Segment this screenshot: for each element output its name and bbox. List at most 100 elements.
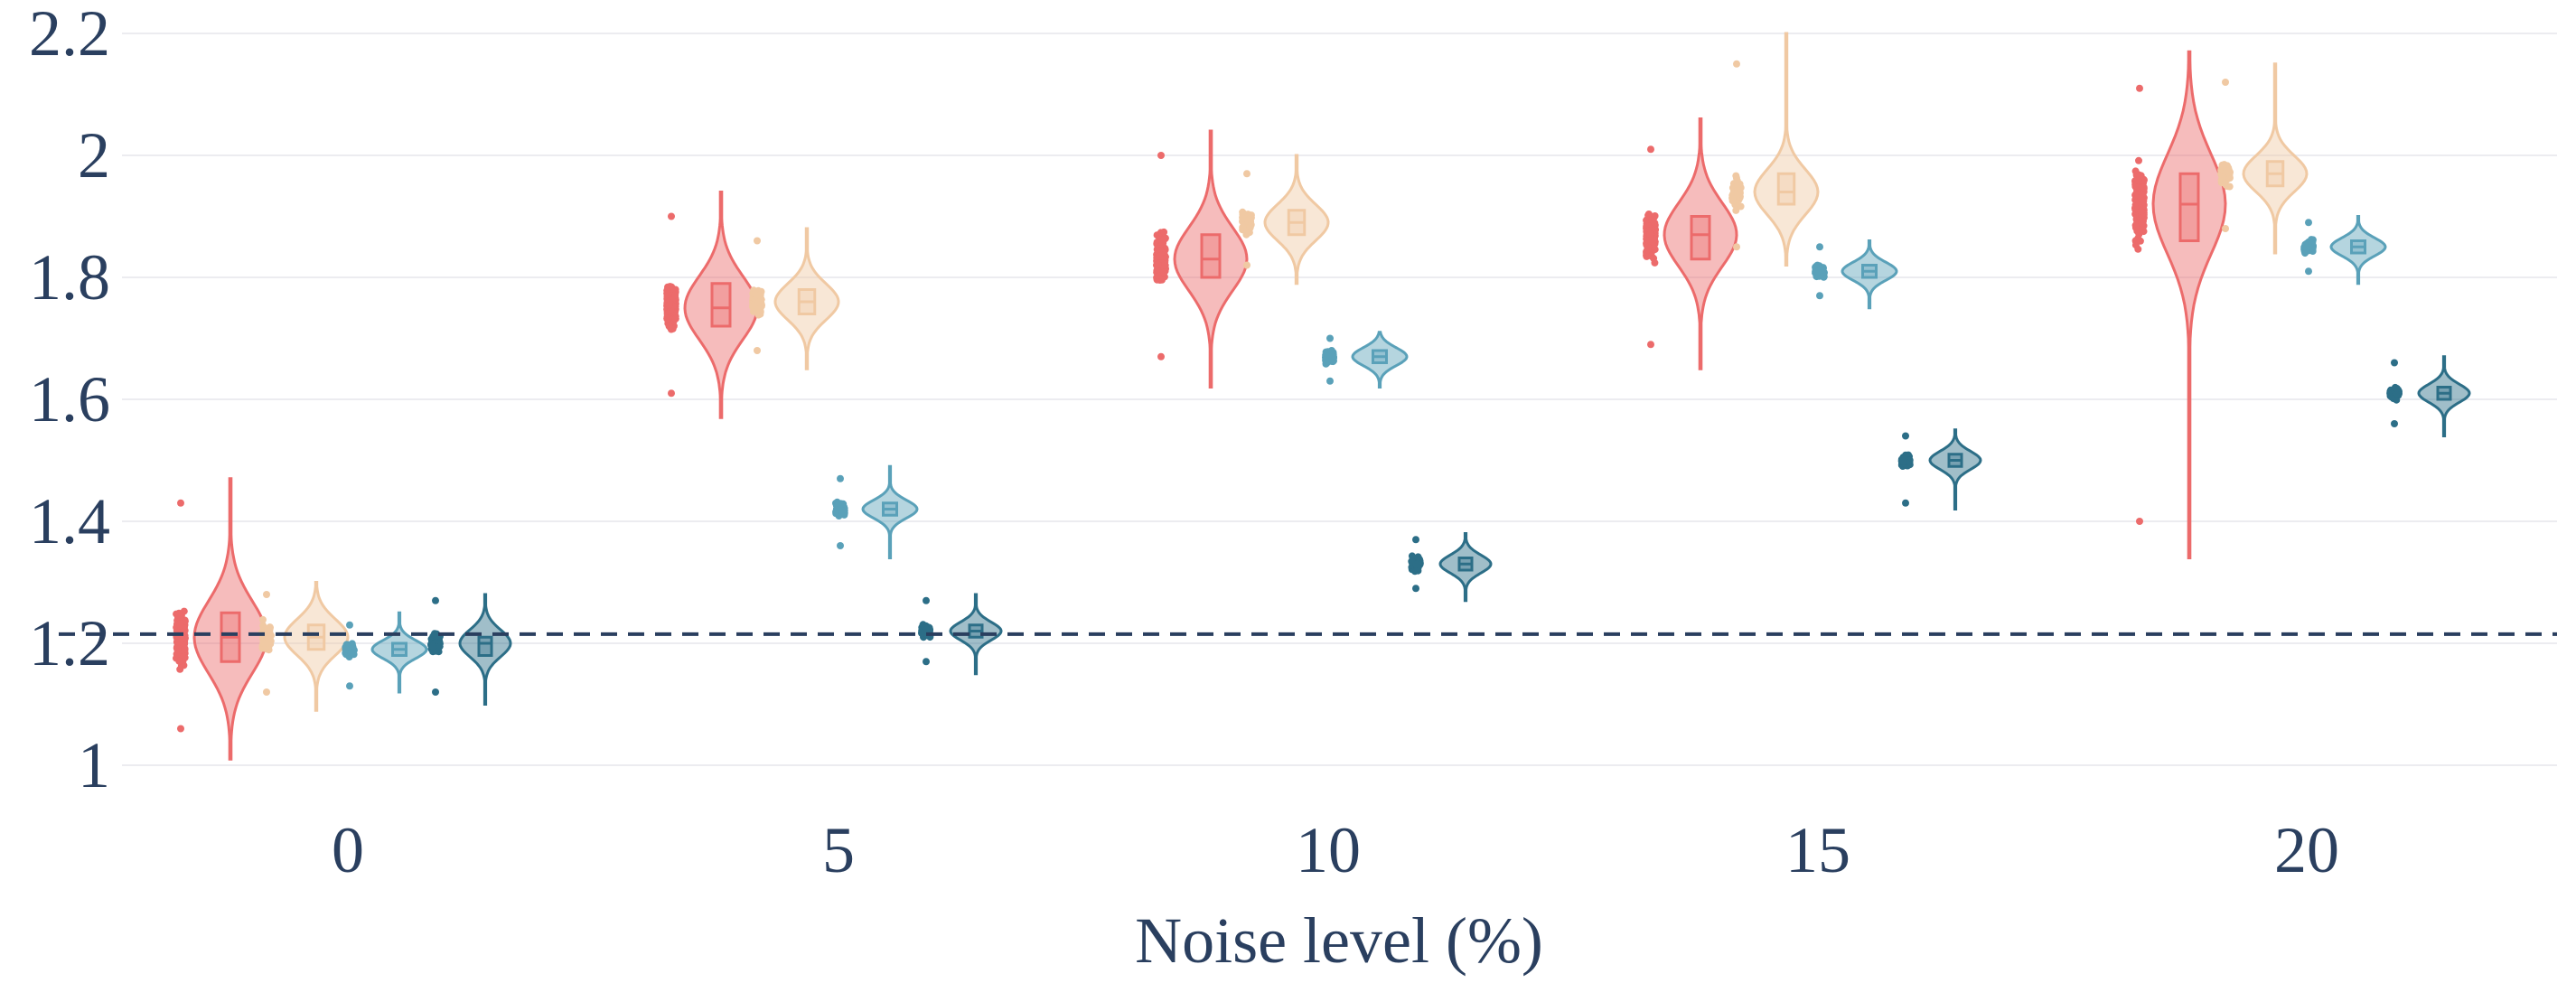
violin-group	[663, 191, 759, 419]
data-point	[2135, 156, 2142, 164]
data-point	[2136, 172, 2144, 179]
data-point	[832, 510, 840, 518]
data-point	[923, 626, 931, 634]
data-point	[756, 291, 764, 299]
box-iqr	[1776, 172, 1796, 206]
data-point	[349, 649, 357, 657]
data-point	[342, 645, 350, 653]
data-point	[2140, 183, 2148, 192]
data-point	[1327, 347, 1335, 354]
data-point	[432, 688, 439, 696]
data-point	[837, 542, 844, 549]
point-strip	[342, 621, 358, 690]
data-point	[346, 682, 353, 690]
data-point	[2137, 193, 2145, 201]
violin-shape	[949, 593, 1003, 676]
data-point	[2133, 219, 2140, 227]
data-point	[175, 638, 183, 646]
violin-shape	[773, 227, 840, 370]
violin-group	[427, 593, 512, 706]
data-point	[666, 323, 673, 331]
point-strip	[173, 499, 189, 733]
violin-shape	[683, 191, 759, 419]
data-point	[1412, 536, 1419, 544]
data-point	[2303, 244, 2310, 252]
violin-shape	[1753, 32, 1820, 267]
data-point	[1246, 223, 1254, 231]
point-strip	[2217, 79, 2234, 232]
data-point	[2391, 420, 2398, 427]
data-point	[668, 389, 675, 398]
data-point	[664, 314, 671, 323]
violin-group	[2131, 50, 2227, 559]
data-point	[259, 615, 267, 623]
point-strip	[258, 591, 275, 696]
data-point	[177, 725, 184, 733]
violin-shape	[2329, 215, 2387, 286]
violin-shape	[2417, 355, 2471, 437]
data-point	[177, 499, 184, 507]
point-strip	[663, 212, 679, 398]
data-point	[665, 301, 673, 309]
point-strip	[1408, 536, 1424, 593]
point-strip	[1812, 243, 1828, 300]
data-point	[1156, 252, 1164, 260]
data-point	[1813, 268, 1822, 276]
box-iqr	[1690, 215, 1711, 261]
violin-group	[1897, 428, 1982, 510]
data-point	[1647, 341, 1654, 349]
violin-group	[2217, 62, 2309, 255]
data-point	[2136, 518, 2143, 525]
x-tick-label: 0	[332, 814, 364, 886]
violin-group	[1408, 532, 1493, 603]
data-point	[1240, 211, 1247, 219]
data-point	[2393, 385, 2401, 392]
data-point	[1816, 292, 1823, 300]
data-point	[1326, 377, 1334, 385]
data-point	[173, 650, 181, 658]
data-point	[259, 625, 267, 633]
y-tick-label: 1.2	[29, 607, 110, 679]
data-point	[754, 298, 763, 306]
violin-group	[1322, 331, 1409, 389]
data-point	[2219, 173, 2227, 182]
data-point	[1160, 228, 1168, 236]
data-point	[176, 620, 184, 628]
x-tick-labels: 0 5 10 15 20	[332, 814, 2339, 886]
data-point	[1157, 352, 1165, 360]
data-point	[2136, 237, 2144, 245]
data-point	[436, 642, 444, 651]
data-point	[1902, 499, 1909, 507]
data-point	[1647, 145, 1654, 154]
data-point	[1328, 352, 1335, 360]
violin-shape	[283, 581, 350, 712]
violins	[173, 32, 2471, 761]
point-strip	[918, 596, 934, 666]
data-point	[1733, 60, 1740, 68]
data-point	[1736, 190, 1744, 198]
data-point	[754, 237, 761, 245]
data-point	[671, 291, 679, 299]
data-point	[668, 212, 675, 220]
y-tick-label: 1.4	[29, 485, 110, 557]
data-point	[1154, 260, 1162, 268]
data-point	[1648, 216, 1656, 224]
data-point	[432, 632, 440, 640]
data-point	[1326, 334, 1334, 342]
data-point	[1158, 239, 1166, 247]
data-point	[1734, 181, 1741, 189]
box-iqr	[710, 282, 732, 328]
data-point	[1733, 243, 1740, 251]
gridlines	[122, 33, 2557, 766]
violin-shape	[1928, 428, 1982, 510]
violin-shape	[1263, 154, 1330, 286]
data-point	[923, 658, 930, 666]
data-point	[181, 645, 189, 653]
data-point	[2223, 167, 2231, 175]
violin-group	[832, 464, 919, 559]
data-point	[1737, 202, 1745, 211]
violin-group	[258, 581, 350, 712]
data-point	[923, 596, 930, 604]
point-strip	[832, 474, 848, 549]
